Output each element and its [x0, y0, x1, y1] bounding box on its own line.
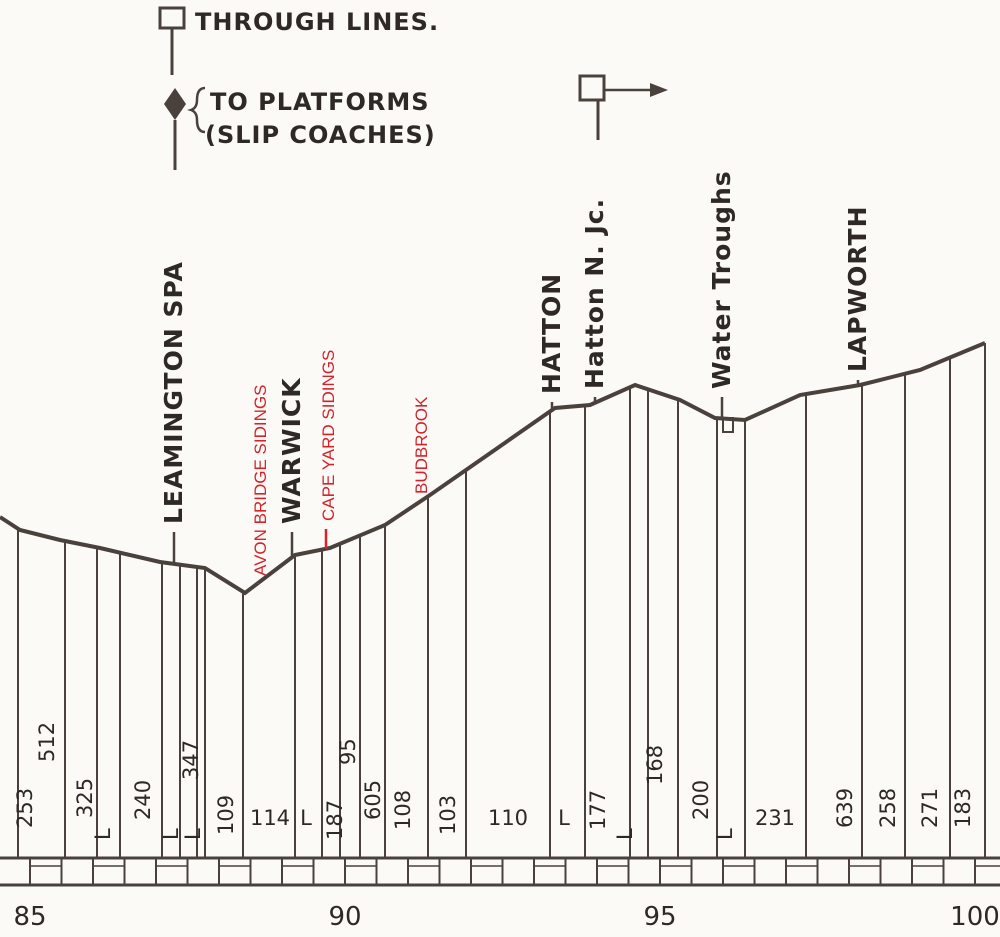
gradient-label: 231 [755, 806, 795, 830]
mile-label: 95 [643, 902, 676, 932]
station-label: Hatton N. Jc. [580, 198, 609, 389]
gradient-label: L [91, 828, 115, 840]
gradient-label: 605 [361, 780, 385, 820]
gradient-label: 258 [876, 788, 900, 828]
junction-arrowhead [650, 83, 668, 97]
gradient-label: L [181, 828, 205, 840]
gradient-label: L [558, 806, 570, 830]
gradient-label: L [159, 828, 183, 840]
station-label: AVON BRIDGE SIDINGS [251, 385, 270, 576]
mile-label: 85 [13, 902, 46, 932]
station-label: Water Troughs [707, 170, 736, 389]
gradient-label: L [613, 828, 637, 840]
station-label: HATTON [537, 273, 566, 394]
legend-to-platforms: TO PLATFORMS [210, 88, 430, 116]
legend-slip-coaches: (SLIP COACHES) [205, 121, 436, 149]
gradient-label: 187 [323, 800, 347, 840]
gradient-label: L [300, 806, 312, 830]
gradient-label: 103 [436, 795, 460, 835]
mile-label: 90 [328, 902, 361, 932]
water-trough-mark [722, 417, 734, 433]
station-label: WARWICK [277, 377, 306, 524]
gradient-label: 240 [131, 780, 155, 820]
gradient-label: 168 [643, 745, 667, 785]
station-label: LEAMINGTON SPA [159, 261, 188, 524]
gradient-label: 110 [488, 806, 528, 830]
gradient-label: 108 [391, 790, 415, 830]
station-label: CAPE YARD SIDINGS [319, 350, 338, 521]
gradient-label: 639 [833, 788, 857, 828]
station-label: BUDBROOK [412, 396, 431, 494]
gradient-label: 347 [179, 740, 203, 780]
profile-line [0, 341, 986, 596]
gradient-label: 325 [73, 778, 97, 818]
gradient-label: 95 [336, 738, 360, 765]
through-lines-symbol [158, 6, 186, 30]
mile-label: 100 [950, 902, 1000, 932]
gradient-label: 183 [951, 788, 975, 828]
gradient-label: 109 [214, 795, 238, 835]
station-label: LAPWORTH [843, 205, 872, 372]
gradient-label: 114 [250, 806, 290, 830]
gradient-label: L [713, 828, 737, 840]
gradient-label: 271 [918, 788, 942, 828]
gradient-label: 200 [689, 780, 713, 820]
gradient-label: 512 [35, 722, 59, 762]
gradient-label: 177 [586, 790, 610, 830]
platform-symbol [164, 88, 186, 120]
gradient-label: 253 [13, 788, 37, 828]
junction-symbol [578, 74, 606, 102]
legend-through-lines: THROUGH LINES. [195, 8, 439, 36]
legend-brace [187, 86, 206, 134]
